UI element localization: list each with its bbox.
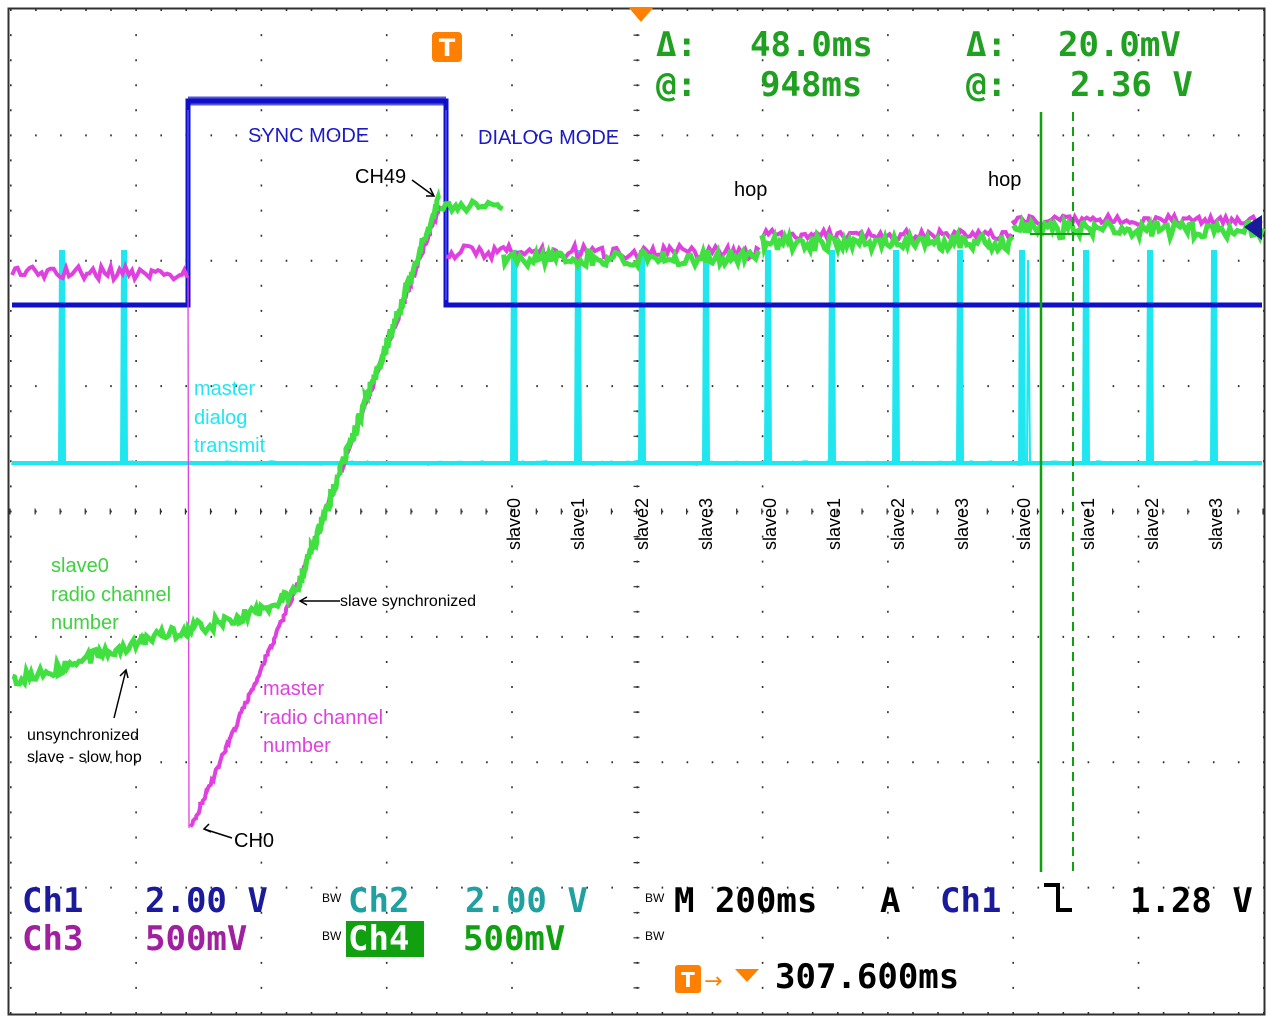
unsync-line1: unsynchronized bbox=[27, 727, 139, 744]
ch4-selected-highlight[interactable] bbox=[346, 921, 424, 957]
slave-label: slave2 bbox=[888, 498, 908, 550]
time-at-symbol: @: bbox=[656, 65, 697, 105]
trigger-position-icon: T → bbox=[675, 965, 759, 994]
ch0-label: CH0 bbox=[234, 830, 274, 852]
ch2-bw-limit-icon: BW bbox=[322, 891, 342, 905]
ch4-top bbox=[439, 197, 504, 216]
slave-label: slave2 bbox=[632, 498, 652, 550]
slave-labels: slave0 slave1 slave2 slave3 slave0 slave1 slav… bbox=[504, 498, 1226, 550]
timebase-bw2-icon: BW bbox=[645, 929, 665, 943]
ch4-ramp bbox=[11, 188, 442, 690]
master-radio-line1: master bbox=[263, 678, 324, 700]
ch4-bw-limit-icon: BW bbox=[322, 929, 342, 943]
volt-at-value: 2.36 V bbox=[1070, 65, 1193, 105]
ch4-scale: 500mV bbox=[463, 919, 565, 959]
slave-label: slave0 bbox=[760, 498, 780, 550]
svg-text:T: T bbox=[439, 34, 456, 62]
ch3-band-3 bbox=[1010, 210, 1263, 230]
ch1-name: Ch1 bbox=[22, 881, 83, 921]
trigger-badge-icon: T bbox=[432, 32, 462, 62]
ch3-name: Ch3 bbox=[22, 919, 83, 959]
ch3-drop bbox=[187, 274, 190, 829]
svg-text:→: → bbox=[704, 969, 722, 994]
slave-label: slave3 bbox=[1206, 498, 1226, 550]
dialog-mode-label: DIALOG MODE bbox=[478, 127, 619, 149]
ch2-scale: 2.00 V bbox=[465, 881, 588, 921]
ch1-scale: 2.00 V bbox=[145, 881, 268, 921]
slave-label: slave1 bbox=[1078, 498, 1098, 550]
sync-mode-label: SYNC MODE bbox=[248, 125, 369, 147]
svg-text:T: T bbox=[681, 968, 695, 992]
ch2-name: Ch2 bbox=[348, 881, 409, 921]
ch3-idle-band bbox=[10, 259, 190, 285]
master-dialog-transmit-line2: dialog bbox=[194, 407, 247, 429]
slave0-radio-line2: radio channel bbox=[51, 584, 171, 606]
trigger-mode: A bbox=[880, 881, 900, 921]
timebase-label: M 200ms bbox=[674, 881, 817, 921]
trigger-position-value: 307.600ms bbox=[775, 957, 959, 997]
volt-delta-symbol: Δ: bbox=[966, 25, 1007, 65]
graticule-dots bbox=[10, 9, 1265, 1014]
ch-reference-marker-icon bbox=[1244, 215, 1262, 240]
slave0-radio-line1: slave0 bbox=[51, 555, 109, 577]
time-delta-symbol: Δ: bbox=[656, 25, 697, 65]
master-radio-line2: radio channel bbox=[263, 707, 383, 729]
ch4-band-1 bbox=[501, 242, 761, 274]
trigger-source: Ch1 bbox=[940, 881, 1001, 921]
trigger-position-marker-icon[interactable] bbox=[629, 8, 653, 22]
annotation-arrows bbox=[113, 179, 436, 839]
ch49-label: CH49 bbox=[355, 166, 406, 188]
slave-label: slave3 bbox=[696, 498, 716, 550]
slave-label: slave1 bbox=[568, 498, 588, 550]
ch2-noise bbox=[10, 460, 1262, 466]
waveforms bbox=[10, 96, 1266, 872]
timebase-bw-icon: BW bbox=[645, 891, 665, 905]
ch4-band-3 bbox=[1011, 213, 1266, 247]
trigger-level: 1.28 V bbox=[1130, 881, 1253, 921]
falling-edge-icon bbox=[1044, 883, 1072, 912]
slave-label: slave2 bbox=[1142, 498, 1162, 550]
slave-label: slave1 bbox=[824, 498, 844, 550]
master-dialog-transmit-line3: transmit bbox=[194, 435, 266, 457]
ch2-spike bbox=[1026, 259, 1031, 464]
volt-at-symbol: @: bbox=[966, 65, 1007, 105]
unsync-line2: slave - slow hop bbox=[27, 749, 142, 766]
slave-label: slave3 bbox=[952, 498, 972, 550]
master-dialog-transmit-line1: master bbox=[194, 378, 255, 400]
slave0-radio-line3: number bbox=[51, 612, 119, 634]
hop-label-2: hop bbox=[988, 169, 1021, 191]
ch4-band-2 bbox=[759, 226, 1015, 260]
slave-label: slave0 bbox=[504, 498, 524, 550]
master-radio-line3: number bbox=[263, 735, 331, 757]
slave-label: slave0 bbox=[1014, 498, 1034, 550]
volt-delta-value: 20.0mV bbox=[1058, 25, 1181, 65]
ch3-scale: 500mV bbox=[145, 919, 247, 959]
time-delta-value: 48.0ms bbox=[750, 25, 873, 65]
time-at-value: 948ms bbox=[760, 65, 862, 105]
hop-label-1: hop bbox=[734, 179, 767, 201]
ch4-name[interactable]: Ch4 bbox=[348, 919, 409, 959]
slave-synchronized-label: slave synchronized bbox=[340, 593, 476, 610]
